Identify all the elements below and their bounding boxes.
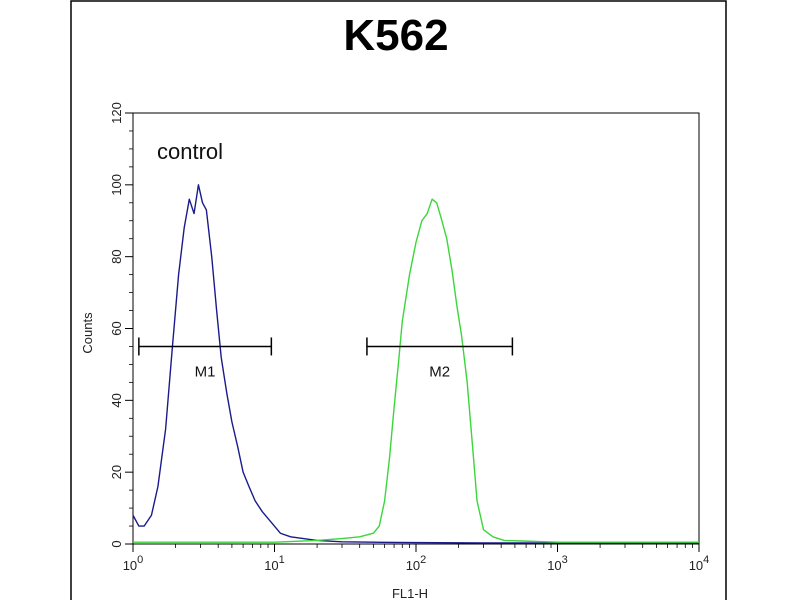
y-axis-label: Counts xyxy=(80,312,95,354)
x-axis-ticks: 100 101 102 103 104 xyxy=(123,544,710,573)
y-tick-label: 120 xyxy=(109,102,124,124)
series-line-2 xyxy=(133,198,699,543)
control-label: control xyxy=(157,139,223,164)
y-tick-label: 40 xyxy=(109,393,124,407)
series-line-1 xyxy=(132,184,699,544)
figure-border xyxy=(70,0,727,600)
x-tick-label: 101 xyxy=(264,554,285,573)
x-axis-label: FL1-H xyxy=(392,586,428,600)
y-tick-label: 80 xyxy=(109,249,124,263)
marker-label: M2 xyxy=(429,363,450,380)
marker-label: M1 xyxy=(195,363,216,380)
x-tick-label: 104 xyxy=(689,554,710,573)
x-tick-label: 100 xyxy=(123,554,144,573)
x-tick-label: 102 xyxy=(406,554,427,573)
x-tick-label: 103 xyxy=(547,554,568,573)
y-tick-label: 20 xyxy=(109,465,124,479)
y-tick-label: 0 xyxy=(109,540,124,547)
y-tick-label: 100 xyxy=(109,174,124,196)
chart-title: K562 xyxy=(343,11,448,60)
y-tick-label: 60 xyxy=(109,321,124,335)
marker-layer: M1 M2 xyxy=(138,337,514,380)
y-axis-ticks: 0 20 40 60 80 100 120 xyxy=(109,102,133,548)
series-layer xyxy=(132,184,699,544)
